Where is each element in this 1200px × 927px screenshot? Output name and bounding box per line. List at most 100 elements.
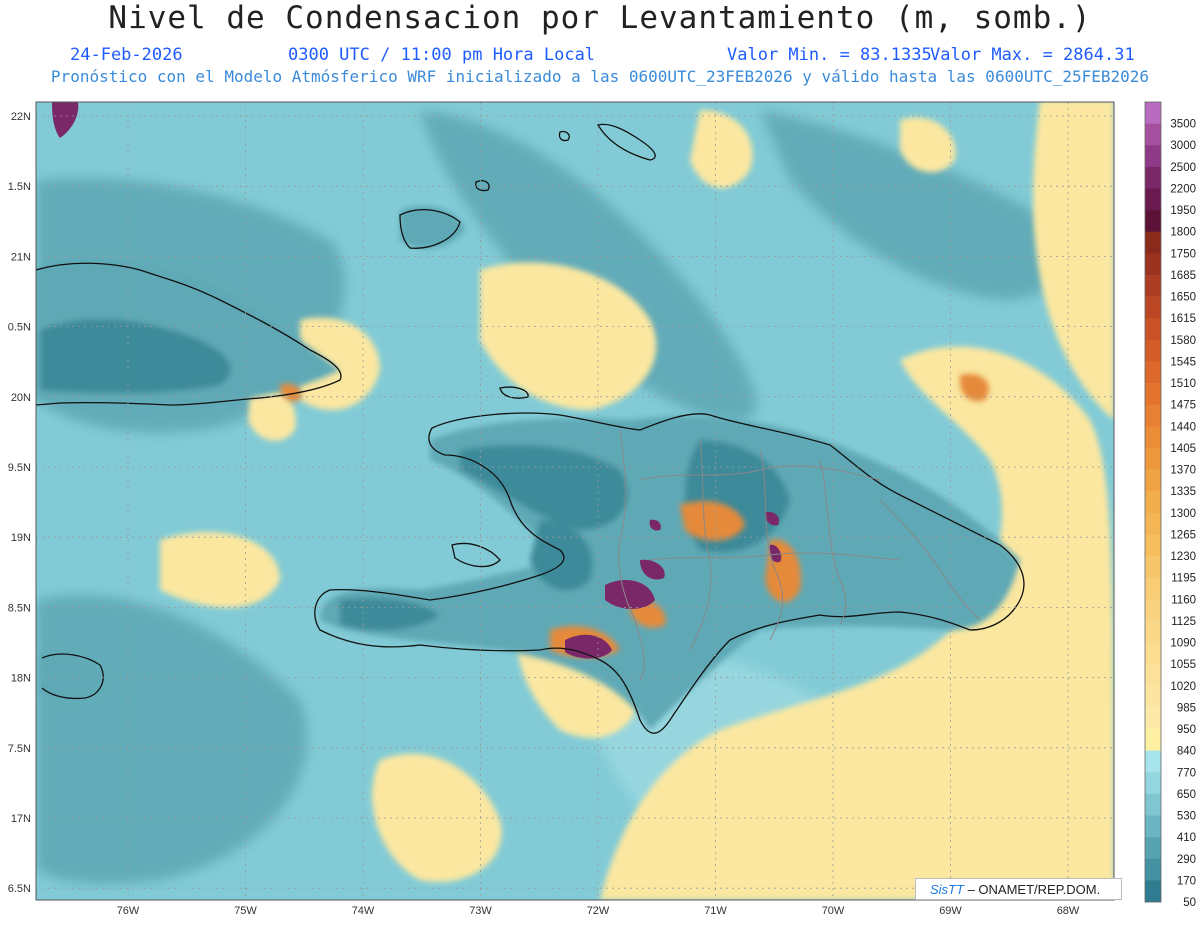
map-title: Nivel de Condensacion por Levantamiento … [108, 0, 1092, 36]
sistt-logo: SisTT [930, 882, 964, 897]
colorbar-label: 1750 [1170, 248, 1196, 260]
colorbar-label: 985 [1177, 702, 1196, 714]
colorbar-label: 1405 [1170, 443, 1196, 455]
lat-label: 17N [11, 813, 31, 825]
lat-label: 19N [11, 532, 31, 544]
colorbar-label: 1545 [1170, 356, 1196, 368]
colorbar-label: 1685 [1170, 270, 1196, 282]
colorbar-swatch [1145, 447, 1161, 470]
colorbar-label: 950 [1177, 724, 1196, 736]
lon-label: 70W [822, 905, 845, 917]
colorbar-swatch [1145, 556, 1161, 578]
lon-label: 68W [1057, 905, 1080, 917]
colorbar-frame [1144, 101, 1162, 903]
colorbar-swatch [1145, 491, 1161, 514]
colorbar-label: 1510 [1170, 378, 1196, 390]
lat-label: 18N [11, 673, 31, 685]
lat-label: 9.5N [8, 462, 31, 474]
colorbar-label: 650 [1177, 789, 1196, 801]
credit-box: SisTT – ONAMET/REP.DOM. [915, 878, 1122, 900]
colorbar-swatch [1145, 253, 1161, 276]
credit-text: – ONAMET/REP.DOM. [963, 882, 1101, 897]
colorbar-label: 1020 [1170, 681, 1196, 693]
colorbar-label: 2500 [1170, 162, 1196, 174]
colorbar-swatch [1145, 512, 1161, 535]
colorbar-label: 1475 [1170, 400, 1196, 412]
colorbar-swatch [1145, 837, 1161, 860]
colorbar-swatch [1145, 469, 1161, 492]
graticule [36, 102, 1114, 900]
lat-label: 0.5N [8, 322, 31, 334]
forecast-note: Pronóstico con el Modelo Atmósferico WRF… [50, 67, 1150, 86]
colorbar-label: 1265 [1170, 529, 1196, 541]
colorbar-swatch [1145, 102, 1161, 124]
colorbar-label: 1160 [1171, 594, 1196, 606]
colorbar-swatch [1145, 210, 1161, 233]
colorbar-label: 3500 [1170, 119, 1196, 131]
coastlines [36, 123, 1025, 734]
colorbar-swatch [1145, 772, 1161, 795]
colorbar-swatch [1145, 620, 1161, 643]
colorbar-label: 3000 [1170, 140, 1196, 152]
valid-time: 0300 UTC / 11:00 pm Hora Local [288, 45, 596, 65]
colorbar-swatch [1145, 880, 1161, 903]
colorbar-swatch [1145, 858, 1161, 881]
colorbar-swatch [1145, 145, 1161, 168]
colorbar-label: 1440 [1170, 421, 1196, 433]
colorbar-swatch [1145, 729, 1161, 751]
lat-label: 8.5N [8, 602, 31, 614]
max-value: Valor Max. = 2864.31 [930, 45, 1135, 65]
colorbar-swatch [1145, 383, 1161, 406]
colorbar-swatch [1145, 664, 1161, 687]
colorbar-label: 50 [1183, 897, 1196, 909]
colorbar-label: 290 [1177, 854, 1196, 866]
lat-label: 22N [11, 111, 31, 123]
colorbar-label: 1125 [1171, 616, 1196, 628]
colorbar-swatch [1145, 599, 1161, 622]
colorbar-label: 2200 [1170, 183, 1196, 195]
colorbar-label: 170 [1177, 875, 1196, 887]
colorbar-swatch [1145, 339, 1161, 362]
colorbar-swatch [1145, 404, 1161, 427]
colorbar-swatch [1145, 793, 1161, 816]
colorbar-label: 1195 [1171, 573, 1196, 585]
colorbar-swatch [1145, 188, 1161, 211]
colorbar-label: 1090 [1170, 638, 1196, 650]
colorbar-swatch [1145, 642, 1161, 665]
lat-label: 6.5N [8, 883, 31, 895]
colorbar-label: 1950 [1170, 205, 1196, 217]
colorbar-label: 770 [1177, 767, 1196, 779]
colorbar-label: 410 [1177, 832, 1196, 844]
lon-label: 73W [469, 905, 492, 917]
colorbar-swatch [1145, 707, 1161, 730]
colorbar-label: 1650 [1170, 292, 1196, 304]
colorbar-label: 1615 [1170, 313, 1196, 325]
map-frame [35, 101, 1115, 901]
lon-label: 69W [939, 905, 962, 917]
map-field [36, 102, 1114, 900]
colorbar: 3500 3000 2500 2200 1950 1800 1750 1685 1650 1615… [1144, 101, 1196, 909]
colorbar-swatch [1145, 361, 1161, 384]
lat-label: 1.5N [8, 181, 31, 193]
borders [618, 429, 981, 681]
lon-label: 72W [587, 905, 610, 917]
colorbar-swatch [1145, 166, 1161, 189]
colorbar-swatch [1145, 231, 1161, 254]
min-value: Valor Min. = 83.1335 [727, 45, 932, 65]
colorbar-label: 530 [1177, 811, 1196, 823]
colorbar-label: 1580 [1170, 335, 1196, 347]
lon-label: 74W [352, 905, 375, 917]
colorbar-swatch [1145, 815, 1161, 838]
colorbar-swatch [1145, 685, 1161, 708]
colorbar-label: 1335 [1170, 486, 1196, 498]
colorbar-swatch [1145, 318, 1161, 341]
valid-date: 24-Feb-2026 [70, 45, 183, 65]
colorbar-swatch [1145, 426, 1161, 449]
colorbar-label: 1300 [1170, 508, 1196, 520]
lat-label: 21N [11, 251, 31, 263]
lon-label: 71W [704, 905, 727, 917]
colorbar-swatch [1145, 750, 1161, 773]
colorbar-label: 840 [1177, 746, 1196, 758]
colorbar-swatch [1145, 296, 1161, 319]
